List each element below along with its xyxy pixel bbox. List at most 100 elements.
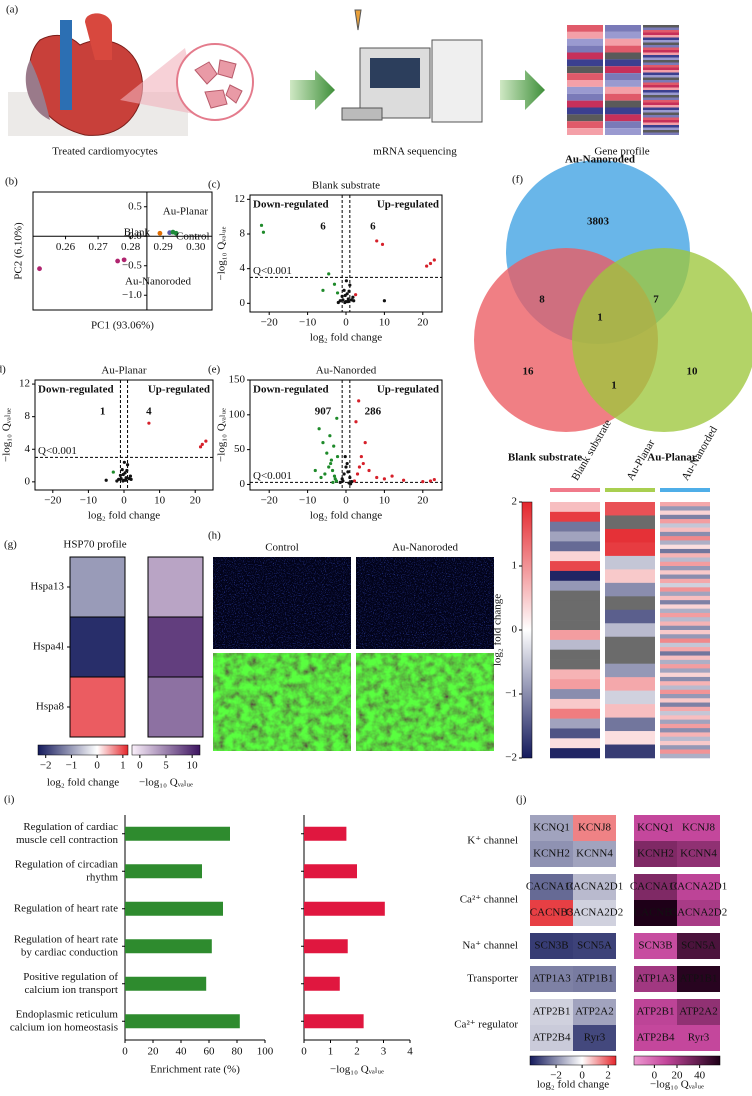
heat-cell (550, 532, 600, 542)
icon-cell (567, 25, 603, 32)
heat-cell (660, 673, 710, 678)
point (158, 231, 163, 236)
point (342, 472, 345, 475)
x-tick-label: 0 (343, 317, 349, 329)
bar (125, 902, 223, 916)
icon-cell (567, 59, 603, 66)
series-label: Control (176, 231, 210, 243)
gene-label: Ryr3 (688, 1032, 710, 1044)
icon-cell (643, 113, 679, 116)
heat-cell (660, 621, 710, 626)
icon-cell (605, 66, 641, 73)
heat-cell (550, 630, 600, 640)
gene-label: ATP2A2 (575, 1006, 614, 1018)
heat-cell (660, 681, 710, 686)
heat-cell (550, 738, 600, 748)
colorbar-tick-label: 5 (163, 760, 169, 772)
y-axis-label: −log₁₀ Qᵥₐₗᵤₑ (216, 408, 228, 462)
heat-cell (605, 556, 655, 570)
point (346, 470, 349, 473)
point (105, 479, 108, 482)
point (358, 465, 361, 468)
x-tick-label: 20 (417, 495, 429, 507)
heat-cell (660, 698, 710, 703)
point (130, 478, 133, 481)
heat-cell (660, 613, 710, 618)
heat-cell (550, 640, 600, 650)
threshold-label: Q<0.001 (253, 470, 292, 482)
gene-label: KCNH2 (533, 848, 570, 860)
icon-cell (643, 130, 679, 133)
panel-label: (f) (512, 174, 523, 186)
point (327, 272, 330, 275)
colorbar-tick-label: 2 (512, 496, 518, 508)
icon-cell (643, 53, 679, 56)
icon-cell (567, 94, 603, 101)
heat-cell (660, 639, 710, 644)
gene-label: SCN3B (638, 940, 672, 952)
panel-label: (c) (208, 179, 221, 191)
gene-label: KCNN4 (680, 848, 717, 860)
x-tick-label: −20 (261, 317, 279, 329)
gene-label: SCN3B (534, 940, 568, 952)
icon-cell (643, 30, 679, 33)
point (115, 259, 120, 264)
heat-cell (660, 604, 710, 609)
x-tick-label: 10 (379, 495, 391, 507)
gene-label: ATP1A3 (636, 973, 675, 985)
group-label: Ca²⁺ channel (460, 894, 518, 906)
panel-label: (g) (4, 539, 17, 551)
x-tick-label: −20 (44, 495, 62, 507)
point (348, 284, 351, 287)
x-axis-label: PC1 (93.06%) (91, 320, 154, 332)
heat-cell (550, 679, 600, 689)
point (344, 294, 347, 297)
heat-cell (550, 502, 600, 512)
sequencer-body (432, 40, 482, 122)
icon-cell (567, 128, 603, 135)
gene-label: SCN5A (577, 940, 612, 952)
icon-cell (643, 85, 679, 88)
colorbar-label: log₂ fold change (492, 594, 504, 666)
point (321, 289, 324, 292)
icon-cell (643, 45, 679, 48)
heat-cell (660, 519, 710, 524)
x-tick-label: 0.26 (56, 241, 76, 253)
bar (125, 1014, 240, 1028)
heat-cell (660, 609, 710, 614)
count-label: 6 (320, 221, 326, 233)
column-bar (550, 488, 600, 492)
heat-cell (660, 596, 710, 601)
colorbar-tick-label: −1 (505, 688, 517, 700)
series-label: Au-Planar (163, 206, 209, 218)
legend-label: Down-regulated (253, 199, 329, 211)
gene-label: ATP2B1 (533, 1006, 571, 1018)
point (344, 455, 347, 458)
icon-cell (643, 123, 679, 126)
heat-cell (660, 715, 710, 720)
heat-cell (605, 718, 655, 732)
icon-cell (605, 39, 641, 46)
point (433, 258, 436, 261)
heat-cell (550, 600, 600, 610)
gene-label: KCNJ8 (682, 822, 716, 834)
gene-label: ATP1B1 (576, 973, 614, 985)
heat-cell (660, 545, 710, 550)
category-label: Endoplasmic reticulum (16, 1008, 119, 1020)
point (119, 474, 122, 477)
colorbar-label: −log₁₀ Qᵥₐₗᵤₑ (650, 1079, 704, 1091)
colorbar-tick-label: 10 (187, 760, 199, 772)
point (352, 299, 355, 302)
point (364, 441, 367, 444)
icon-cell (643, 28, 679, 31)
point (333, 283, 336, 286)
icon-cell (643, 38, 679, 41)
point (147, 422, 150, 425)
icon-cell (643, 108, 679, 111)
x-axis-label: log₂ fold change (310, 510, 382, 522)
region-count: 8 (539, 294, 545, 306)
heat-cell (660, 664, 710, 669)
gene-label: CACNA2D2 (670, 907, 727, 919)
x-tick-label: 0 (121, 495, 127, 507)
point (349, 482, 352, 485)
